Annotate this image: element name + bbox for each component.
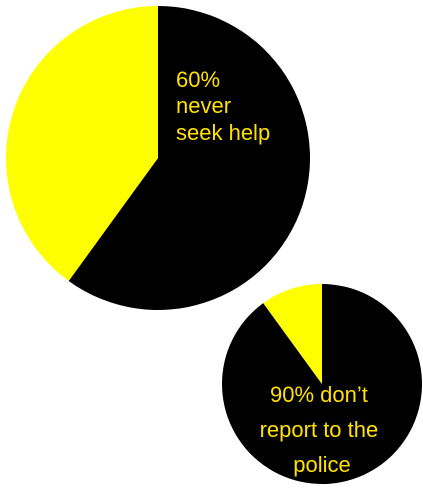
pie-2-annotation-line-1: 90% don’t	[270, 382, 368, 407]
pie-2-slice-2	[263, 284, 322, 384]
pie-chart-police-reporting	[222, 284, 423, 484]
pie-1-annotation-line-3: seek help	[176, 120, 270, 145]
pie-1-annotation-line-2: never	[176, 93, 231, 118]
pie-1-slice-1	[68, 6, 311, 310]
pie-1-slice-2	[6, 6, 159, 281]
pie-1-annotation: 60% never seek help	[176, 67, 270, 145]
pie-2-slice-1	[222, 284, 423, 484]
pie-2-annotation-line-2: report to the	[260, 417, 379, 442]
pie-chart-help-seeking	[6, 6, 311, 310]
pie-2-annotation-line-3: police	[293, 452, 350, 477]
pie-1-annotation-line-1: 60%	[176, 67, 220, 92]
pie-2-annotation: 90% don’t report to the police	[260, 382, 385, 477]
